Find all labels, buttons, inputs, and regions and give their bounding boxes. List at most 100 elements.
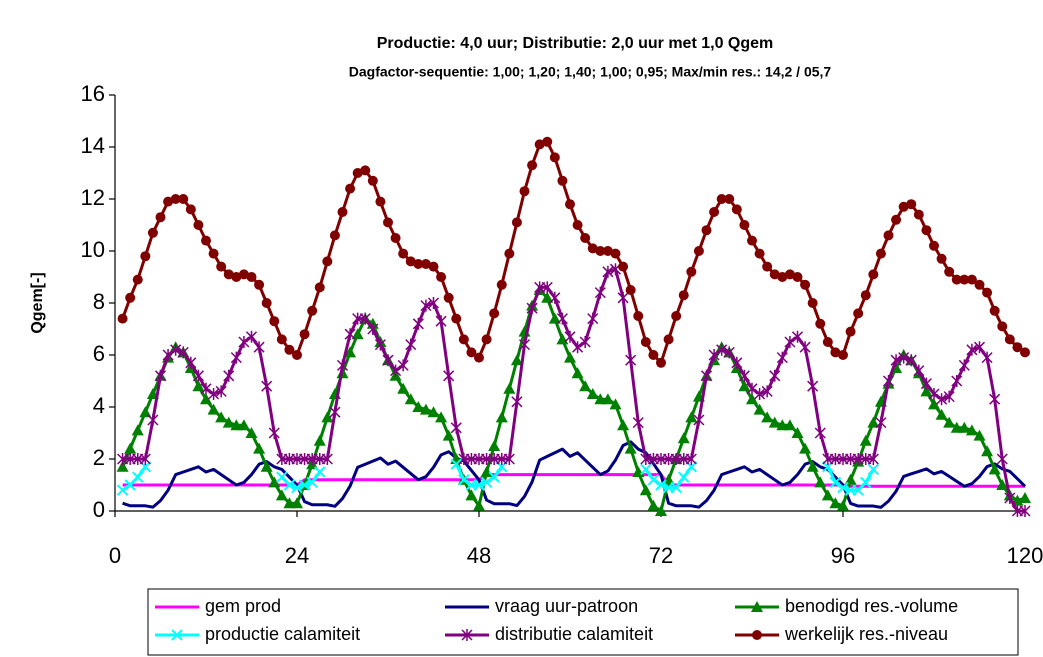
marker: [139, 453, 151, 465]
marker: [314, 466, 326, 478]
y-tick-label: 0: [93, 497, 105, 522]
marker: [693, 246, 704, 256]
marker: [116, 484, 129, 496]
marker: [913, 209, 924, 220]
marker: [1019, 505, 1031, 517]
marker: [171, 629, 183, 641]
marker: [579, 380, 592, 392]
marker: [875, 416, 887, 429]
marker: [1004, 492, 1016, 504]
marker: [132, 471, 144, 483]
marker: [291, 497, 303, 509]
marker: [542, 136, 553, 147]
marker: [390, 233, 401, 243]
marker: [565, 199, 575, 210]
marker: [586, 388, 599, 399]
marker: [935, 408, 948, 420]
marker: [709, 207, 720, 217]
marker: [261, 380, 273, 393]
marker: [177, 346, 189, 359]
marker: [671, 311, 682, 321]
marker: [814, 427, 826, 439]
marker: [609, 398, 622, 410]
marker: [139, 406, 152, 418]
marker: [450, 421, 462, 434]
marker: [844, 473, 857, 485]
legend-label: gem prod: [205, 596, 281, 616]
marker: [329, 230, 340, 241]
marker: [451, 313, 462, 324]
marker: [549, 152, 560, 163]
marker: [208, 388, 220, 400]
marker: [557, 175, 568, 186]
marker: [799, 341, 811, 354]
marker: [527, 160, 538, 171]
marker: [656, 357, 666, 368]
marker: [708, 349, 720, 361]
marker: [268, 476, 281, 488]
marker: [170, 194, 181, 204]
marker: [344, 346, 357, 358]
marker: [716, 343, 728, 356]
marker: [556, 333, 569, 345]
marker: [420, 299, 432, 312]
legend-label: productie calamiteit: [205, 624, 360, 644]
marker: [207, 403, 220, 415]
marker: [518, 338, 531, 351]
marker: [792, 272, 803, 282]
marker: [685, 411, 698, 423]
marker: [571, 367, 584, 379]
marker: [572, 341, 584, 354]
marker: [374, 338, 386, 351]
marker: [192, 369, 204, 382]
marker: [769, 269, 780, 280]
marker: [322, 256, 333, 267]
marker: [435, 411, 448, 423]
marker: [245, 330, 258, 343]
marker: [147, 414, 159, 426]
y-tick-label: 10: [81, 237, 105, 262]
marker: [639, 484, 652, 496]
marker: [397, 382, 410, 394]
marker: [480, 476, 493, 489]
marker: [670, 481, 682, 494]
marker: [367, 175, 378, 186]
marker: [253, 442, 266, 454]
marker: [943, 416, 956, 428]
marker: [1020, 347, 1030, 358]
marker: [875, 248, 886, 259]
marker: [633, 311, 644, 321]
marker: [747, 235, 757, 246]
marker: [882, 375, 895, 387]
marker: [806, 460, 819, 472]
marker: [442, 429, 455, 441]
marker: [564, 351, 576, 363]
marker: [427, 406, 440, 418]
y-tick-label: 12: [81, 185, 105, 210]
marker: [981, 351, 993, 364]
marker: [541, 291, 554, 303]
marker: [859, 434, 872, 446]
marker: [701, 225, 712, 236]
marker: [822, 337, 833, 347]
marker: [556, 312, 568, 325]
marker: [867, 416, 880, 428]
marker: [427, 297, 440, 309]
marker: [170, 343, 182, 356]
marker: [640, 463, 652, 476]
marker: [473, 499, 485, 511]
marker: [510, 354, 523, 366]
marker: [292, 350, 302, 360]
marker: [761, 385, 773, 398]
marker: [686, 266, 697, 277]
marker: [215, 385, 227, 398]
marker: [761, 411, 774, 423]
marker: [754, 388, 766, 400]
marker: [921, 225, 932, 236]
x-tick-label: 0: [109, 543, 121, 568]
marker: [443, 292, 454, 303]
y-tick-label: 6: [93, 341, 105, 366]
marker: [791, 427, 804, 438]
x-tick-label: 96: [831, 543, 855, 568]
marker: [178, 194, 189, 204]
